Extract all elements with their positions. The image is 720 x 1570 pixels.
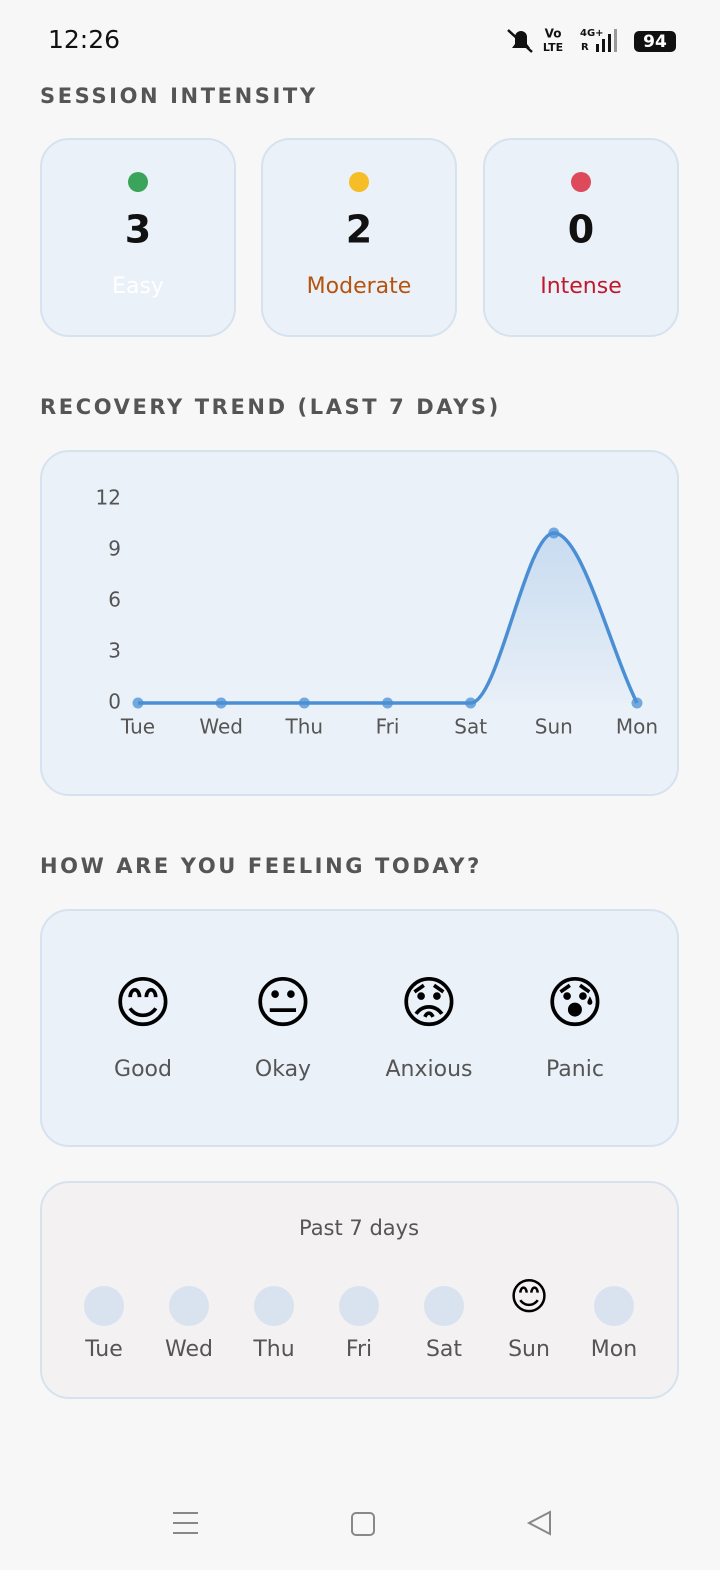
day-empty <box>424 1286 464 1326</box>
line <box>138 531 639 705</box>
line-point <box>548 527 560 539</box>
x-tick-label: Tue <box>120 715 155 739</box>
intensity-label: Intense <box>540 274 622 299</box>
nav-bar <box>173 1510 551 1536</box>
day-emoji: 😊 <box>509 1275 549 1319</box>
intensity-dot <box>349 172 369 192</box>
feeling-emoji[interactable]: 😟 <box>400 971 458 1036</box>
feeling-emoji[interactable]: 😰 <box>546 971 604 1036</box>
section-title: SESSION INTENSITY <box>40 84 318 108</box>
y-tick-label: 6 <box>108 588 121 612</box>
day-empty <box>594 1286 634 1326</box>
x-tick-label: Thu <box>285 715 324 739</box>
y-tick-label: 0 <box>108 690 121 714</box>
feeling-emoji[interactable]: 😊 <box>114 971 172 1036</box>
section-title: HOW ARE YOU FEELING TODAY? <box>40 854 482 878</box>
intensity-count: 0 <box>568 208 594 252</box>
day-label: Thu <box>252 1337 294 1362</box>
x-tick-label: Sat <box>454 715 487 739</box>
line-point <box>631 697 643 709</box>
status-bar <box>0 0 720 70</box>
line-point <box>465 697 477 709</box>
section-title: RECOVERY TREND (LAST 7 DAYS) <box>40 395 501 419</box>
day-empty <box>84 1286 124 1326</box>
day-label: Fri <box>346 1337 372 1362</box>
day-empty <box>339 1286 379 1326</box>
feeling-label[interactable]: Good <box>114 1057 172 1082</box>
signal-icon <box>596 29 617 52</box>
intensity-card <box>483 138 679 337</box>
day-label: Mon <box>591 1337 637 1362</box>
x-tick-label: Fri <box>376 715 400 739</box>
menu-button[interactable] <box>173 1512 198 1534</box>
clock: 12:26 <box>48 25 120 54</box>
y-tick-label: 12 <box>96 486 121 510</box>
day-label: Sun <box>508 1337 550 1362</box>
y-tick-label: 3 <box>108 639 121 663</box>
line-point <box>215 697 227 709</box>
battery <box>634 31 676 52</box>
day-label: Wed <box>165 1337 213 1362</box>
mute-icon <box>507 29 533 53</box>
back-button[interactable] <box>526 1510 551 1536</box>
feeling-label[interactable]: Okay <box>255 1057 311 1082</box>
day-empty <box>254 1286 294 1326</box>
x-tick-label: Mon <box>616 715 658 739</box>
intensity-count: 3 <box>125 208 151 252</box>
history-title: Past 7 days <box>299 1216 419 1240</box>
feeling-emoji[interactable]: 😐 <box>254 971 312 1036</box>
home-button[interactable] <box>351 1512 375 1536</box>
intensity-card <box>40 138 236 337</box>
intensity-dot <box>571 172 591 192</box>
volte-top: Vo <box>545 27 562 41</box>
intensity-card <box>261 138 457 337</box>
roaming: R <box>581 42 589 53</box>
line-point <box>132 697 144 709</box>
feeling-label[interactable]: Panic <box>546 1057 604 1082</box>
line-point <box>298 697 310 709</box>
x-tick-label: Sun <box>535 715 573 739</box>
network: 4G+ <box>580 28 604 39</box>
intensity-label: Moderate <box>307 274 412 299</box>
intensity-count: 2 <box>346 208 372 252</box>
battery-level: 94 <box>643 32 667 52</box>
chart-card <box>40 450 679 796</box>
x-tick-label: Wed <box>199 715 243 739</box>
volte-bottom: LTE <box>543 41 563 54</box>
day-label: Sat <box>426 1337 462 1362</box>
line-area <box>138 533 637 703</box>
day-label: Tue <box>84 1337 123 1362</box>
intensity-dot <box>128 172 148 192</box>
line-point <box>382 697 393 709</box>
y-tick-label: 9 <box>108 537 121 561</box>
feelings-card <box>40 909 679 1147</box>
feeling-label[interactable]: Anxious <box>386 1057 473 1082</box>
intensity-label: Easy <box>112 274 164 299</box>
day-empty <box>169 1286 209 1326</box>
